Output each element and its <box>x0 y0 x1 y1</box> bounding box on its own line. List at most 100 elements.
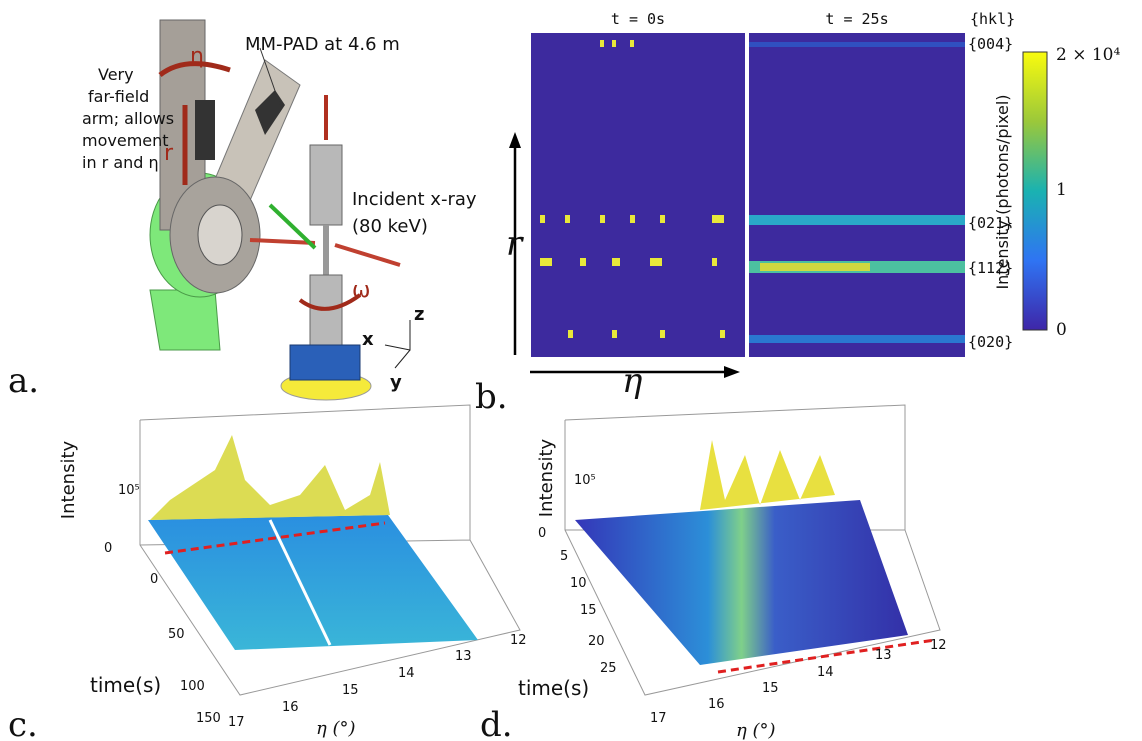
spot <box>612 40 616 47</box>
spot <box>580 258 586 266</box>
colorbar-label: Intensity (photons/pixel) <box>993 94 1012 289</box>
eta-tick: 17 <box>228 715 245 730</box>
eta-label: η (°) <box>736 720 776 741</box>
grip-top <box>309 144 343 226</box>
z-label: Intensity <box>58 440 79 519</box>
surface-peaks <box>700 440 835 510</box>
spot <box>565 215 570 223</box>
panel-label: b. <box>475 377 508 417</box>
spots-t0 <box>540 40 725 338</box>
surface <box>148 515 478 650</box>
arrowhead <box>509 132 521 148</box>
diffracted-beam <box>268 203 317 250</box>
colorbar-tick: 2 × 10⁴ <box>1056 45 1120 65</box>
z-tick: 10⁵ <box>574 473 596 488</box>
spot <box>712 215 724 223</box>
axis-z: z <box>414 304 424 325</box>
r-axis-label: r <box>506 224 524 264</box>
hkl-label: {004} <box>968 35 1013 53</box>
detector-label: MM-PAD at 4.6 m <box>245 34 400 55</box>
detector-2 <box>255 90 285 135</box>
time-tick: 0 <box>150 572 158 587</box>
time-tick: 150 <box>196 711 221 726</box>
axis-y: y <box>390 372 402 393</box>
panel-label: d. <box>480 705 513 741</box>
ring-021 <box>749 215 965 225</box>
z-tick: 10⁵ <box>118 483 140 498</box>
spot <box>540 258 552 266</box>
spot <box>540 215 545 223</box>
z-tick: 0 <box>538 526 546 541</box>
arm-text: arm; allows <box>82 109 174 128</box>
hkl-header: {hkl} <box>970 10 1015 28</box>
beam-in <box>334 243 401 267</box>
hkl-label: {112} <box>968 259 1013 277</box>
time-tick: 20 <box>588 634 605 649</box>
spot <box>630 40 634 47</box>
panel-label: a. <box>8 361 39 401</box>
eta-tick: 13 <box>455 649 472 664</box>
z-label: Intensity <box>536 438 557 517</box>
hkl-label: {020} <box>968 333 1013 351</box>
subpanel-title: t = 0s <box>611 10 665 28</box>
ring-004 <box>749 42 965 47</box>
coord-axes <box>384 320 411 369</box>
ring-020 <box>749 335 965 343</box>
eta-label: η (°) <box>316 718 356 739</box>
eta-symbol: η <box>190 44 204 69</box>
time-tick: 5 <box>560 549 568 564</box>
sample <box>323 225 329 275</box>
stage-block <box>289 344 361 381</box>
time-tick: 50 <box>168 627 185 642</box>
eta-tick: 14 <box>398 666 415 681</box>
time-tick: 25 <box>600 661 617 676</box>
panel-c: Intensity 10⁵ 0 0 50 100 150 time(s) 17 … <box>8 404 527 741</box>
colorbar-tick: 0 <box>1056 320 1067 340</box>
hkl-label: {021} <box>968 214 1013 232</box>
spot <box>600 40 604 47</box>
base-green <box>149 289 221 351</box>
spot <box>720 330 725 338</box>
eta-tick: 16 <box>282 700 299 715</box>
spot <box>660 330 665 338</box>
eta-tick: 15 <box>342 683 359 698</box>
omega-arrow <box>298 293 362 311</box>
grip-bottom <box>309 274 343 351</box>
ring-hole <box>197 204 243 266</box>
eta-arrow <box>158 61 231 78</box>
reference-line <box>717 638 936 674</box>
panel-b: t = 0s t = 25s {hkl} {004} {021} {112} {… <box>475 10 1120 417</box>
time-tick: 100 <box>180 679 205 694</box>
beam-text: (80 keV) <box>352 216 428 237</box>
r-symbol: r <box>164 141 174 166</box>
eta-tick: 17 <box>650 711 667 726</box>
colorbar <box>1022 51 1048 331</box>
time-label: time(s) <box>90 673 161 697</box>
eta-tick: 12 <box>510 633 527 648</box>
eta-tick: 16 <box>708 697 725 712</box>
spot <box>612 330 617 338</box>
spot <box>650 258 662 266</box>
eta-tick: 13 <box>875 648 892 663</box>
arrowhead <box>724 366 740 378</box>
ring-112-peak <box>760 263 870 271</box>
arm-text: movement <box>82 131 169 150</box>
arm-text: Very <box>98 65 134 84</box>
time-tick: 15 <box>580 603 597 618</box>
time-tick: 10 <box>570 576 587 591</box>
omega-symbol: ω <box>352 278 370 303</box>
eta-axis-label: η <box>622 361 643 401</box>
z-tick: 0 <box>104 541 112 556</box>
arm-text: far-field <box>88 87 149 106</box>
arm-text: in r and η <box>82 153 159 172</box>
subpanel-title: t = 25s <box>825 10 888 28</box>
surface <box>575 500 908 665</box>
reference-line <box>164 521 386 555</box>
spot <box>660 215 665 223</box>
spot <box>612 258 620 266</box>
spot <box>712 258 717 266</box>
heatmap-t25 <box>749 33 965 357</box>
eta-tick: 14 <box>817 665 834 680</box>
spot <box>600 215 605 223</box>
